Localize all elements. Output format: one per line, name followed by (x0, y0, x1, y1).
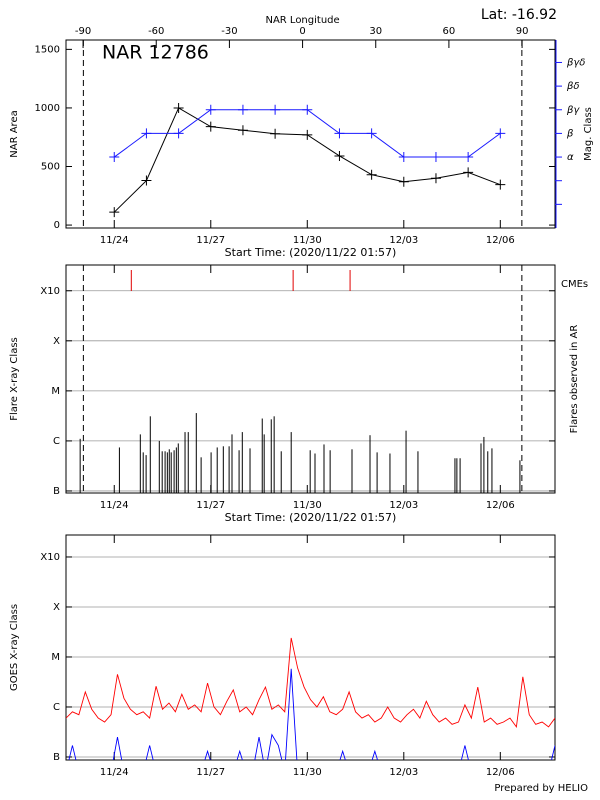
point-marker (173, 102, 184, 113)
point-marker (270, 104, 281, 115)
point-marker (237, 125, 248, 136)
point-marker (237, 104, 248, 115)
point-marker (302, 104, 313, 115)
x-tick-label: 11/30 (293, 500, 322, 511)
point-marker (270, 128, 281, 139)
point-marker (141, 128, 152, 139)
point-marker (398, 152, 409, 163)
y-tick-label: C (53, 702, 60, 713)
x-tick-label: 11/24 (100, 767, 129, 778)
plot-frame (65, 534, 556, 761)
y-tick-label: X10 (40, 552, 60, 563)
y-tick-label: 1500 (35, 44, 60, 55)
x-tick-label: 11/27 (196, 500, 225, 511)
series-line (66, 637, 555, 729)
point-marker (430, 173, 441, 184)
clip-group (66, 637, 555, 760)
point-marker (109, 152, 120, 163)
x-tick-label: 12/06 (486, 235, 515, 246)
y-axis-label: Flare X-ray Class (9, 337, 20, 421)
x-tick-label: 12/03 (389, 500, 418, 511)
y-tick-label: X10 (40, 286, 60, 297)
x-tick-label: 11/30 (293, 235, 322, 246)
point-marker (109, 207, 120, 218)
x2-tick-label: -60 (148, 26, 164, 37)
y-tick-label: X (53, 336, 60, 347)
series-line (113, 107, 501, 213)
y-tick-label: M (51, 652, 60, 663)
y2-tick-label: α (567, 152, 574, 163)
y-axis-label: NAR Area (9, 110, 20, 157)
point-marker (398, 176, 409, 187)
point-marker (141, 175, 152, 186)
point-marker (430, 152, 441, 163)
x-tick-label: 11/27 (196, 235, 225, 246)
plot-frame (65, 39, 556, 229)
x2-tick-label: 30 (369, 26, 382, 37)
chart-title: NAR 12786 (102, 42, 209, 64)
point-marker (366, 128, 377, 139)
point-marker (302, 129, 313, 140)
y2-tick-label: βγ (566, 105, 580, 116)
cme-legend: CMEs (561, 279, 588, 290)
series-line (68, 668, 555, 760)
y-tick-label: 0 (54, 220, 60, 231)
x-tick-label: 11/24 (100, 235, 129, 246)
x2-tick-label: -90 (75, 26, 91, 37)
point-marker (495, 128, 506, 139)
x2-axis-label: NAR Longitude (265, 15, 339, 26)
point-marker (495, 179, 506, 190)
latitude: Lat: -16.92 (481, 7, 557, 23)
y2-tick-label: β (566, 128, 574, 139)
point-marker (205, 121, 216, 132)
x-tick-label: 12/06 (486, 767, 515, 778)
y2-tick-label: βδ (566, 81, 580, 92)
x-axis-label: Start Time: (2020/11/22 01:57) (225, 246, 397, 259)
x-tick-label: 11/30 (293, 767, 322, 778)
x2-tick-label: 60 (443, 26, 456, 37)
point-marker (173, 128, 184, 139)
y2-tick-label: βγδ (566, 57, 585, 68)
y-tick-label: X (53, 602, 60, 613)
y2-axis-label: Flares observed in AR (569, 325, 580, 434)
x-tick-label: 11/24 (100, 500, 129, 511)
x-tick-label: 12/03 (389, 767, 418, 778)
x-tick-label: 12/06 (486, 500, 515, 511)
x2-tick-label: -30 (221, 26, 237, 37)
footer: Prepared by HELIO (494, 783, 588, 794)
x-tick-label: 12/03 (389, 235, 418, 246)
y-tick-label: 500 (41, 162, 60, 173)
y-tick-label: C (53, 436, 60, 447)
point-marker (205, 104, 216, 115)
point-marker (463, 167, 474, 178)
panel: B C M X X10 11/24 11/27 11/30 12/03 12/06 Start Ti… (9, 264, 588, 524)
panel: 0 500 1000 1500 11/24 11/27 11/30 12/03 12/06 Sta… (9, 7, 594, 259)
y-tick-label: M (51, 386, 60, 397)
point-marker (334, 128, 345, 139)
point-marker (334, 150, 345, 161)
y-tick-label: B (53, 486, 60, 497)
x-axis-label: Start Time: (2020/11/22 01:57) (225, 511, 397, 524)
x2-tick-label: 0 (299, 26, 305, 37)
y2-axis-label: Mag. Class (583, 107, 594, 161)
y-tick-label: 1000 (35, 103, 60, 114)
x-tick-label: 11/27 (196, 767, 225, 778)
panel: B C M X X10 11/24 11/27 11/30 12/03 12/06 GOES X-r… (9, 534, 556, 778)
point-marker (463, 152, 474, 163)
point-marker (366, 169, 377, 180)
y-tick-label: B (53, 752, 60, 763)
y-axis-label: GOES X-ray Class (9, 604, 20, 691)
x2-tick-label: 90 (516, 26, 529, 37)
